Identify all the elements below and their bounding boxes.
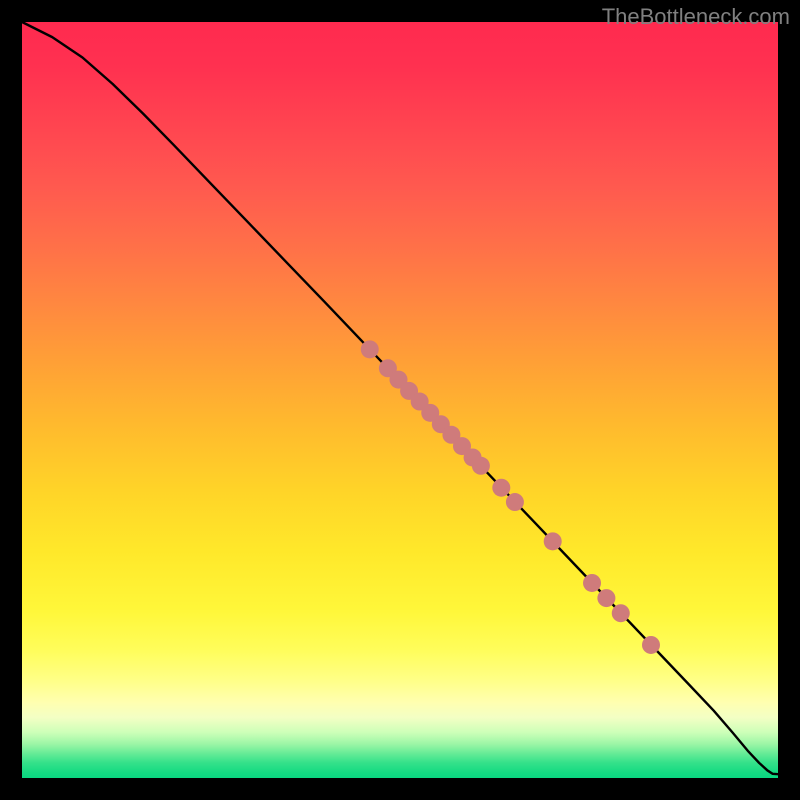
data-marker: [597, 589, 615, 607]
data-marker: [472, 457, 490, 475]
data-marker: [583, 574, 601, 592]
watermark-text: TheBottleneck.com: [602, 4, 790, 30]
data-markers-group: [361, 340, 660, 654]
chart-stage: TheBottleneck.com: [0, 0, 800, 800]
data-marker: [361, 340, 379, 358]
data-marker: [642, 636, 660, 654]
data-marker: [506, 493, 524, 511]
chart-overlay: [22, 22, 778, 778]
plot-area: [22, 22, 778, 778]
data-marker: [612, 604, 630, 622]
data-marker: [492, 479, 510, 497]
bottleneck-curve: [22, 22, 778, 774]
data-marker: [544, 532, 562, 550]
